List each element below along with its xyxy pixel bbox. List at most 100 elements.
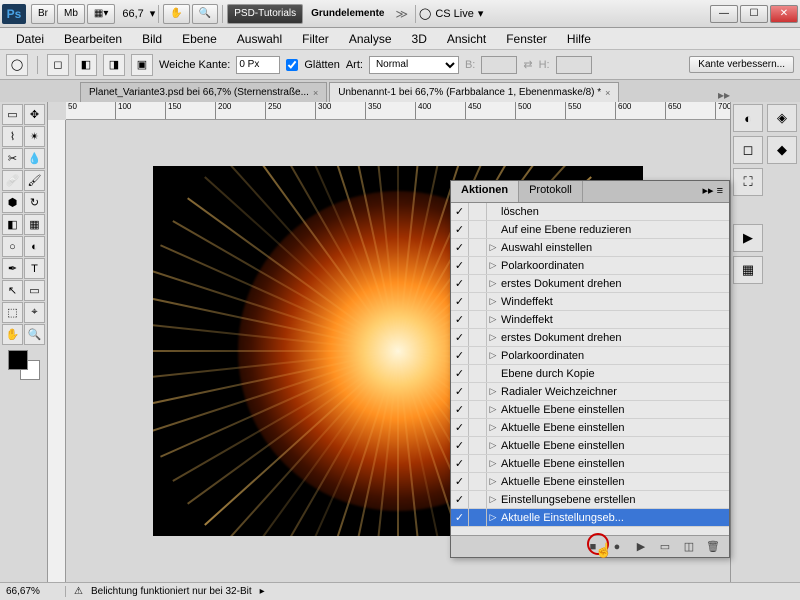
action-checkbox[interactable]: ✓ (451, 509, 469, 526)
document-tab[interactable]: Planet_Variante3.psd bei 66,7% (Sternens… (80, 82, 327, 102)
color-panel-icon[interactable]: ◐ (733, 104, 763, 132)
disclosure-icon[interactable]: ▷ (487, 386, 499, 397)
swatches-panel-icon[interactable]: ◈ (767, 104, 797, 132)
action-checkbox[interactable]: ✓ (451, 257, 469, 274)
action-dialog-toggle[interactable] (469, 383, 487, 400)
action-row[interactable]: ✓▷Aktuelle Ebene einstellen (451, 473, 729, 491)
disclosure-icon[interactable]: ▷ (487, 260, 499, 271)
menu-filter[interactable]: Filter (294, 30, 337, 48)
feather-input[interactable] (236, 56, 280, 74)
action-checkbox[interactable]: ✓ (451, 365, 469, 382)
3d-tool[interactable]: ⬚ (2, 302, 23, 323)
action-row[interactable]: ✓▷erstes Dokument drehen (451, 329, 729, 347)
action-dialog-toggle[interactable] (469, 509, 487, 526)
history-brush-tool[interactable]: ↻ (24, 192, 45, 213)
tab-close-icon[interactable]: × (313, 88, 318, 98)
disclosure-icon[interactable]: ▷ (487, 242, 499, 253)
play-icon[interactable]: ▶ (633, 539, 649, 555)
disclosure-icon[interactable]: ▷ (487, 512, 499, 523)
view-button[interactable]: ▦▾ (87, 4, 115, 24)
camera-tool[interactable]: ⌖ (24, 302, 45, 323)
action-dialog-toggle[interactable] (469, 221, 487, 238)
action-checkbox[interactable]: ✓ (451, 275, 469, 292)
disclosure-icon[interactable]: ▷ (487, 350, 499, 361)
play-panel-icon[interactable]: ▶ (733, 224, 763, 252)
menu-analyse[interactable]: Analyse (341, 30, 400, 48)
action-row[interactable]: ✓Ebene durch Kopie (451, 365, 729, 383)
menu-ansicht[interactable]: Ansicht (439, 30, 494, 48)
action-dialog-toggle[interactable] (469, 473, 487, 490)
action-checkbox[interactable]: ✓ (451, 401, 469, 418)
healing-tool[interactable]: 🩹 (2, 170, 23, 191)
hand-tool[interactable]: ✋ (2, 324, 23, 345)
zoom-tool-button[interactable]: 🔍 (192, 4, 218, 24)
disclosure-icon[interactable]: ▷ (487, 278, 499, 289)
action-checkbox[interactable]: ✓ (451, 239, 469, 256)
menu-hilfe[interactable]: Hilfe (559, 30, 599, 48)
menu-bild[interactable]: Bild (134, 30, 170, 48)
action-checkbox[interactable]: ✓ (451, 473, 469, 490)
tutorials-tab[interactable]: PSD-Tutorials (227, 4, 303, 24)
action-checkbox[interactable]: ✓ (451, 293, 469, 310)
styles-panel-icon[interactable]: ◆ (767, 136, 797, 164)
tab-aktionen[interactable]: Aktionen (451, 181, 519, 202)
action-checkbox[interactable]: ✓ (451, 221, 469, 238)
action-checkbox[interactable]: ✓ (451, 311, 469, 328)
tab-close-icon[interactable]: × (605, 88, 610, 98)
hand-tool-button[interactable]: ✋ (163, 4, 189, 24)
disclosure-icon[interactable]: ▷ (487, 296, 499, 307)
action-dialog-toggle[interactable] (469, 329, 487, 346)
eraser-tool[interactable]: ◧ (2, 214, 23, 235)
action-row[interactable]: ✓▷Aktuelle Ebene einstellen (451, 455, 729, 473)
action-row[interactable]: ✓▷Radialer Weichzeichner (451, 383, 729, 401)
action-dialog-toggle[interactable] (469, 401, 487, 418)
selection-add-icon[interactable]: ◧ (75, 54, 97, 76)
action-checkbox[interactable]: ✓ (451, 203, 469, 220)
action-checkbox[interactable]: ✓ (451, 383, 469, 400)
menu-auswahl[interactable]: Auswahl (229, 30, 290, 48)
action-row[interactable]: ✓▷Polarkoordinaten (451, 257, 729, 275)
action-row[interactable]: ✓▷Aktuelle Ebene einstellen (451, 437, 729, 455)
action-row[interactable]: ✓▷erstes Dokument drehen (451, 275, 729, 293)
lasso-tool[interactable]: ⌇ (2, 126, 23, 147)
actions-list[interactable]: ✓löschen✓Auf eine Ebene reduzieren✓▷Ausw… (451, 203, 729, 535)
disclosure-icon[interactable]: ▷ (487, 422, 499, 433)
style-select[interactable]: Normal (369, 56, 459, 74)
dodge-tool[interactable]: ◐ (24, 236, 45, 257)
bridge-button[interactable]: Br (31, 4, 55, 24)
action-row[interactable]: ✓löschen (451, 203, 729, 221)
marquee-tool-icon[interactable]: ◯ (6, 54, 28, 76)
maximize-button[interactable]: ☐ (740, 5, 768, 23)
action-row[interactable]: ✓▷Aktuelle Einstellungseb... (451, 509, 729, 527)
action-dialog-toggle[interactable] (469, 365, 487, 382)
action-dialog-toggle[interactable] (469, 239, 487, 256)
selection-intersect-icon[interactable]: ▣ (131, 54, 153, 76)
action-dialog-toggle[interactable] (469, 491, 487, 508)
pen-tool[interactable]: ✒ (2, 258, 23, 279)
action-dialog-toggle[interactable] (469, 293, 487, 310)
path-tool[interactable]: ↖ (2, 280, 23, 301)
presets-panel-icon[interactable]: ▦ (733, 256, 763, 284)
record-icon[interactable]: ● (609, 539, 625, 555)
action-dialog-toggle[interactable] (469, 203, 487, 220)
menu-3d[interactable]: 3D (404, 30, 435, 48)
action-checkbox[interactable]: ✓ (451, 419, 469, 436)
action-row[interactable]: ✓▷Auswahl einstellen (451, 239, 729, 257)
selection-subtract-icon[interactable]: ◨ (103, 54, 125, 76)
marquee-tool[interactable]: ▭ (2, 104, 23, 125)
action-checkbox[interactable]: ✓ (451, 455, 469, 472)
panel-menu-icon[interactable]: ▸▸ ≡ (696, 181, 729, 202)
stop-icon[interactable]: ■ (585, 539, 601, 555)
action-dialog-toggle[interactable] (469, 347, 487, 364)
menu-fenster[interactable]: Fenster (498, 30, 555, 48)
refine-edge-button[interactable]: Kante verbessern... (689, 56, 794, 73)
action-dialog-toggle[interactable] (469, 419, 487, 436)
action-row[interactable]: ✓▷Windeffekt (451, 293, 729, 311)
action-row[interactable]: ✓▷Einstellungsebene erstellen (451, 491, 729, 509)
action-row[interactable]: ✓▷Windeffekt (451, 311, 729, 329)
action-row[interactable]: ✓▷Aktuelle Ebene einstellen (451, 419, 729, 437)
disclosure-icon[interactable]: ▷ (487, 404, 499, 415)
brush-tool[interactable]: 🖌 (24, 170, 45, 191)
cslive-label[interactable]: CS Live (431, 8, 478, 20)
foreground-color[interactable] (8, 350, 28, 370)
